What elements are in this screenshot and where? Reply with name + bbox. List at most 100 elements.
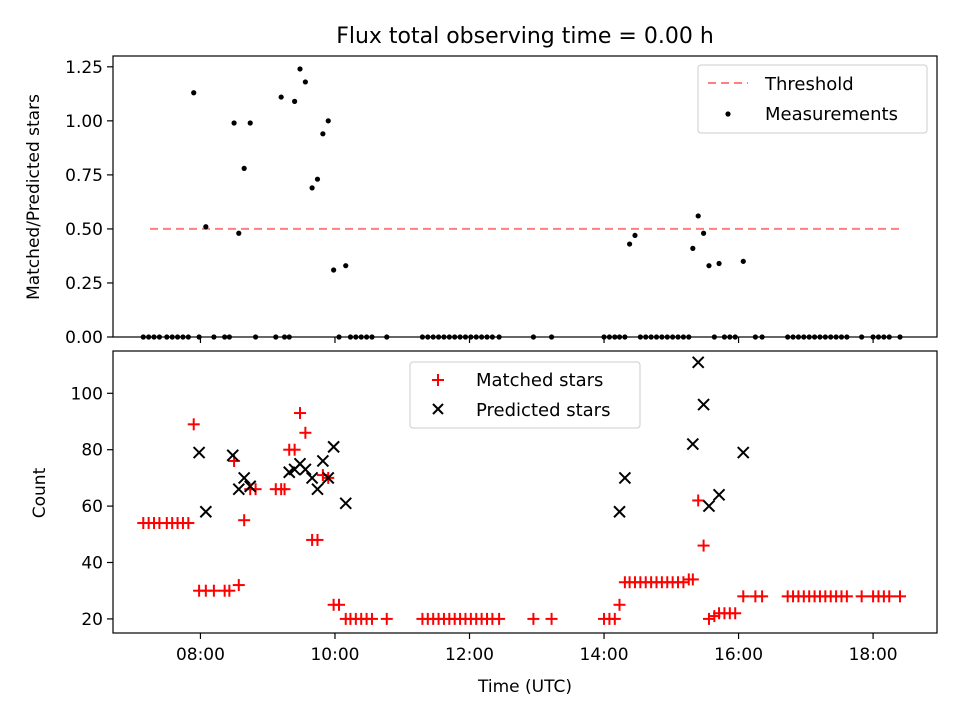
measurement-point <box>626 241 633 247</box>
measurement-point <box>196 334 202 340</box>
bottom-legend: Matched stars Predicted stars <box>409 361 641 429</box>
measurement-point <box>302 79 308 85</box>
measurement-point <box>637 334 643 340</box>
matched-star-point <box>702 612 715 625</box>
bottom-y-tick-label: 60 <box>81 497 103 517</box>
predicted-star-points <box>192 356 750 518</box>
measurement-point <box>716 260 722 267</box>
matched-star-point <box>677 576 690 589</box>
predicted-star-point <box>737 446 750 459</box>
matched-star-point <box>756 590 769 603</box>
measurement-point <box>740 258 746 264</box>
bottom-y-tick-label: 80 <box>81 441 103 461</box>
measurement-point <box>191 90 197 96</box>
measurement-point <box>664 334 670 340</box>
measurement-point <box>211 334 217 340</box>
x-tick-label: 08:00 <box>176 645 225 665</box>
top-y-tick-label: 1.25 <box>65 58 103 78</box>
measurement-point <box>419 334 426 340</box>
matched-star-point <box>855 590 868 603</box>
x-tick-label: 16:00 <box>714 645 763 665</box>
bottom-y-tick-label: 40 <box>81 554 103 574</box>
measurement-point <box>353 334 359 340</box>
measurement-point <box>690 245 696 251</box>
measurement-point <box>727 334 733 340</box>
matched-star-point <box>299 426 312 439</box>
measurement-point <box>185 334 191 340</box>
x-tick-label: 14:00 <box>580 645 629 665</box>
measurement-point <box>222 334 228 340</box>
measurement-point <box>164 334 170 340</box>
measurement-point <box>435 334 442 340</box>
measurement-point <box>203 224 209 230</box>
measurement-point <box>462 334 469 340</box>
matched-star-point <box>333 598 346 611</box>
measurement-point <box>530 334 537 340</box>
top-plot-frame <box>112 55 938 338</box>
measurement-point <box>548 334 555 340</box>
measurement-point <box>622 334 628 340</box>
measurement-point <box>468 334 474 340</box>
measurement-point <box>286 334 292 340</box>
x-tick-label: 12:00 <box>445 645 494 665</box>
measurement-point <box>790 334 796 340</box>
top-x-ticks <box>199 337 874 343</box>
predicted-star-point <box>712 488 726 502</box>
measurement-point <box>700 230 707 236</box>
predicted-star-point <box>244 480 257 493</box>
measurement-point <box>721 334 728 340</box>
measurement-point <box>151 334 157 340</box>
measurement-point <box>732 334 738 340</box>
bottom-x-ticks: 08:00 10:00 12:00 14:00 16:00 18:00 <box>176 633 898 665</box>
measurement-point <box>822 334 828 340</box>
measurement-point <box>297 66 303 72</box>
matched-star-point <box>527 612 540 625</box>
predicted-star-point <box>311 482 324 496</box>
measurement-points <box>140 66 903 340</box>
measurement-point <box>430 334 436 340</box>
measurement-point <box>838 334 845 340</box>
measurement-point <box>174 334 181 340</box>
measurement-point <box>632 232 638 239</box>
measurement-point <box>425 334 431 340</box>
predicted-star-point <box>237 471 251 485</box>
measurement-point <box>247 120 253 126</box>
measurement-point <box>795 334 802 340</box>
measurement-point <box>785 334 791 340</box>
matched-star-point <box>380 612 393 625</box>
matched-star-point <box>493 612 506 625</box>
measurement-point <box>146 334 152 340</box>
measurement-point <box>870 334 876 340</box>
measurement-point <box>897 334 903 340</box>
measurement-point <box>457 334 463 340</box>
measurement-point <box>441 334 447 340</box>
measurement-point <box>828 334 834 340</box>
top-legend: Threshold Measurements <box>697 64 928 134</box>
predicted-star-point <box>697 398 710 411</box>
predicted-star-point <box>613 505 626 518</box>
bottom-y-ticks: 20 40 60 80 100 <box>71 384 113 630</box>
matched-star-point <box>729 607 742 620</box>
measurement-point <box>801 334 807 340</box>
matched-star-point <box>278 483 291 496</box>
measurement-point <box>331 267 337 273</box>
legend-measurements-label: Measurements <box>765 104 898 125</box>
measurement-point <box>479 334 485 340</box>
measurement-point <box>659 334 665 340</box>
predicted-star-point <box>686 437 700 451</box>
predicted-star-point <box>199 505 213 518</box>
measurement-point <box>369 334 375 340</box>
top-legend-box <box>697 64 928 134</box>
x-tick-label: 18:00 <box>849 645 898 665</box>
matched-star-point <box>697 539 710 552</box>
predicted-star-point <box>305 471 319 485</box>
bottom-axes: 20 40 60 80 100 08:00 10:00 12:00 14:00 16:00 18:… <box>30 350 938 697</box>
measurement-point <box>336 334 342 340</box>
measurement-point <box>156 334 163 340</box>
measurement-point <box>759 334 765 340</box>
measurement-point <box>496 334 502 340</box>
top-y-tick-label: 0.25 <box>65 274 103 294</box>
top-y-tick-label: 0.50 <box>65 220 103 240</box>
predicted-star-point <box>226 449 239 462</box>
